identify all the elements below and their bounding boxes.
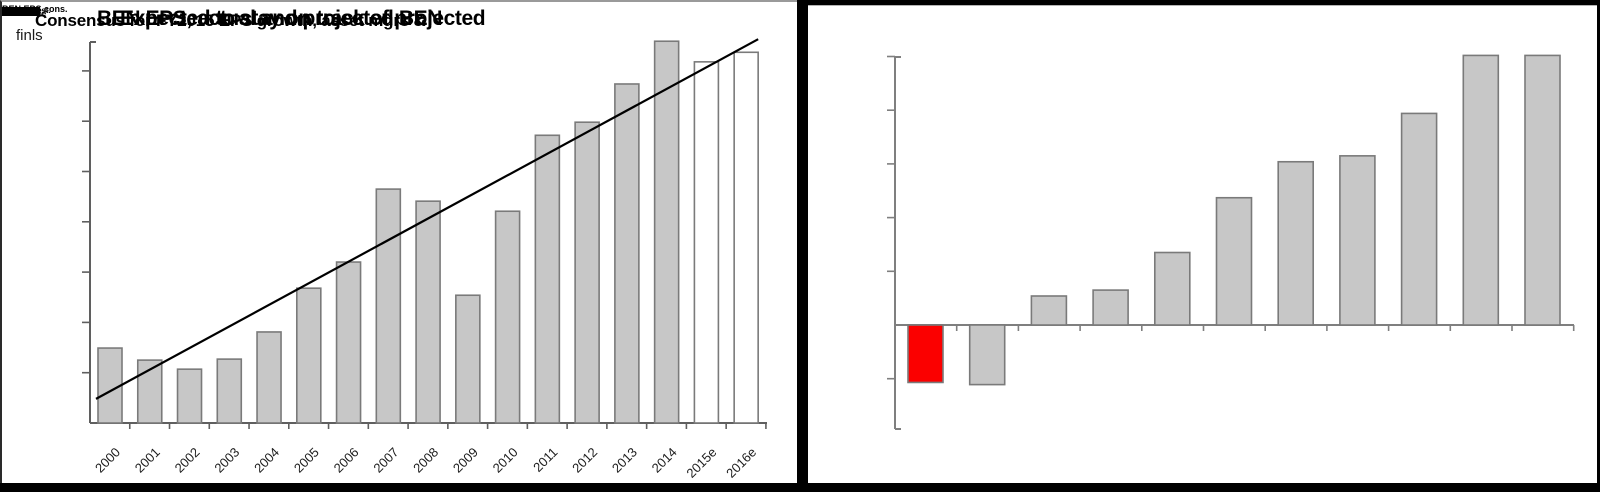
x-axis-label: 2016e <box>723 445 759 481</box>
x-axis-label: 2008 <box>410 445 441 476</box>
bar <box>1153 251 1191 326</box>
bar <box>574 121 600 424</box>
x-axis-label: 2015e <box>683 445 719 481</box>
x-axis-label: 2014 <box>649 445 680 476</box>
left-chart-subtitle: Consensus for FY2015 EPS growth, asset m… <box>35 11 426 30</box>
bar <box>733 51 759 424</box>
x-axis-label: 2007 <box>370 445 401 476</box>
x-axis-label: 2011 <box>530 445 560 475</box>
bar <box>653 40 680 424</box>
bar <box>375 188 402 424</box>
bottom-frame-bar <box>0 483 1600 492</box>
panel-divider <box>797 0 808 483</box>
bar <box>534 134 561 424</box>
left-chart-title-layer-b: Expected to stay on track of projected <box>120 7 486 30</box>
plotL-svg: 2000 2001 2002 2003 2004 2005 2006 2007 2008 2009… <box>82 38 767 481</box>
bar <box>907 324 944 384</box>
x-axis-label: 2013 <box>609 445 640 476</box>
x-axis-label: 2012 <box>569 445 600 476</box>
bar <box>216 358 243 424</box>
right-panel-topline <box>808 5 1597 6</box>
right-plot-area <box>808 5 1597 488</box>
x-axis-label: 2000 <box>92 445 123 476</box>
x-axis-label: 2001 <box>132 445 163 476</box>
bar <box>415 200 441 424</box>
bar <box>335 261 362 424</box>
x-axis-label: 2003 <box>211 445 242 476</box>
right-chart-panel <box>808 0 1600 483</box>
x-axis-label: 2002 <box>172 445 203 476</box>
bar <box>176 368 203 424</box>
trendline <box>95 38 759 400</box>
bar <box>455 294 481 424</box>
bar <box>968 324 1006 386</box>
bar <box>97 347 123 424</box>
bar <box>1277 160 1315 326</box>
x-axis-label: 2004 <box>251 445 282 476</box>
bar <box>494 210 521 424</box>
bar <box>295 287 322 424</box>
left-chart-subtitle-wrap: finls <box>16 27 43 44</box>
x-axis-label: 2010 <box>490 445 521 476</box>
bar <box>693 61 720 424</box>
corner-overlap-text: BEN EPS cons. finls FY15e growth est. <box>2 4 68 20</box>
x-axis-label: 2005 <box>291 445 322 476</box>
bar <box>1339 155 1376 326</box>
left-chart-panel: BEN EPS cons. finls FY15e growth est. Co… <box>0 0 797 483</box>
bar <box>1462 54 1500 326</box>
bar <box>1400 112 1438 326</box>
bar <box>256 331 282 424</box>
bar <box>1092 289 1129 326</box>
bar <box>1030 295 1068 326</box>
corner-blob-mass <box>2 7 40 16</box>
bar <box>1215 196 1253 326</box>
left-chart-title-layer-a: BEN EPS, actual and projected BEN <box>97 7 443 30</box>
x-axis-label: 2006 <box>331 445 362 476</box>
left-plot-area: 2000 2001 2002 2003 2004 2005 2006 2007 2008 2009… <box>2 2 797 488</box>
bar <box>1524 54 1561 326</box>
x-axis-label: 2009 <box>450 445 481 476</box>
bar <box>614 83 640 424</box>
plotR-svg <box>887 54 1575 430</box>
